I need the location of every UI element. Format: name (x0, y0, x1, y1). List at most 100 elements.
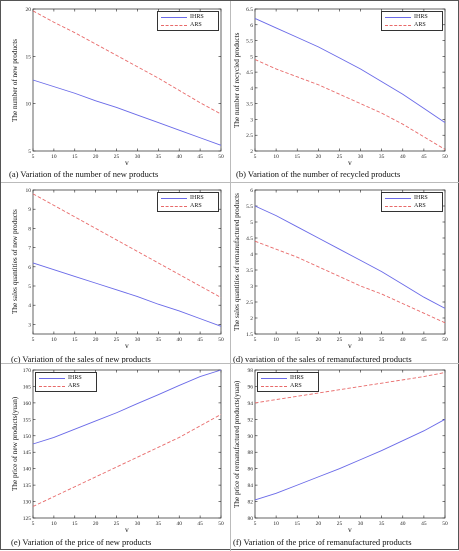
x-tick-label: 15 (72, 154, 78, 160)
x-tick-label: 10 (273, 154, 279, 160)
legend-entry: ARS (161, 202, 215, 210)
chart-caption: (b) Variation of the number of recycled … (236, 169, 401, 179)
panel-divider (230, 1, 231, 551)
x-tick-label: 5 (32, 521, 35, 527)
legend-entry-label: IHRS (68, 375, 82, 381)
y-tick-label: 90 (248, 434, 254, 440)
x-tick-label: 50 (218, 337, 224, 343)
legend-swatch (385, 24, 411, 26)
x-tick-label: 45 (197, 521, 203, 527)
x-axis-label: v (125, 525, 129, 534)
x-tick-label: 20 (93, 154, 99, 160)
y-tick-label: 4 (28, 303, 31, 309)
x-tick-label: 15 (294, 337, 300, 343)
y-tick-label: 4.5 (246, 70, 253, 76)
legend-entry-label: IHRS (190, 195, 204, 201)
y-tick-label: 1.5 (246, 332, 253, 338)
plot-frame (254, 189, 446, 335)
series-line-ars (254, 59, 446, 150)
plot-frame (254, 369, 446, 519)
x-axis-label: v (348, 341, 352, 350)
y-tick-label: 155 (23, 417, 32, 423)
y-axis-label: The price of remanufactured products(yua… (233, 380, 241, 508)
x-tick-label: 30 (358, 337, 364, 343)
series-line-ihrs (32, 79, 222, 146)
chart-caption: (f) Variation of the price of remanufact… (233, 537, 412, 547)
legend-entry-label: IHRS (414, 195, 428, 201)
y-tick-label: 96 (248, 384, 254, 390)
x-tick-label: 5 (32, 337, 35, 343)
y-tick-label: 8 (28, 226, 31, 232)
chart-caption: (a) Variation of the number of new produ… (9, 169, 159, 179)
legend-entry-label: ARS (414, 22, 426, 28)
x-tick-label: 15 (72, 337, 78, 343)
y-tick-label: 3 (250, 284, 253, 290)
legend-entry: IHRS (39, 374, 93, 382)
y-tick-label: 5 (28, 284, 31, 290)
x-tick-label: 50 (442, 154, 448, 160)
y-tick-label: 20 (26, 7, 32, 13)
x-tick-label: 25 (114, 521, 120, 527)
x-tick-label: 20 (316, 154, 322, 160)
chart-caption: (e) Variation of the price of new produc… (11, 537, 152, 547)
x-tick-label: 45 (421, 337, 427, 343)
x-tick-label: 35 (156, 337, 162, 343)
legend: IHRS ARS (381, 11, 443, 31)
legend-entry-label: IHRS (190, 14, 204, 20)
y-tick-label: 10 (26, 188, 32, 194)
y-tick-label: 2.5 (246, 133, 253, 139)
legend: IHRS ARS (157, 11, 219, 31)
x-tick-label: 40 (176, 337, 182, 343)
legend-entry: IHRS (161, 194, 215, 202)
y-tick-label: 6.5 (246, 7, 253, 13)
x-tick-label: 25 (337, 154, 343, 160)
x-tick-label: 40 (400, 337, 406, 343)
x-tick-label: 50 (218, 154, 224, 160)
legend-entry: IHRS (385, 194, 439, 202)
x-tick-label: 20 (93, 521, 99, 527)
legend-entry: ARS (385, 202, 439, 210)
x-tick-label: 15 (294, 154, 300, 160)
x-tick-label: 20 (316, 521, 322, 527)
legend-swatch (385, 205, 411, 207)
x-axis-label: v (125, 341, 129, 350)
legend-swatch (39, 385, 65, 387)
x-tick-label: 10 (51, 154, 57, 160)
legend-swatch (385, 197, 411, 199)
y-tick-label: 15 (26, 54, 32, 60)
y-tick-label: 3 (250, 117, 253, 123)
y-tick-label: 130 (23, 500, 32, 506)
y-tick-label: 5.5 (246, 204, 253, 210)
series-line-ars (254, 240, 446, 324)
legend-swatch (261, 377, 287, 379)
x-tick-label: 5 (254, 154, 257, 160)
legend-entry: IHRS (161, 13, 215, 21)
x-tick-label: 40 (176, 521, 182, 527)
y-tick-label: 88 (248, 450, 254, 456)
legend-entry-label: IHRS (414, 14, 428, 20)
legend-entry-label: ARS (190, 22, 202, 28)
x-tick-label: 45 (197, 337, 203, 343)
x-tick-label: 50 (442, 521, 448, 527)
y-tick-label: 7 (28, 246, 31, 252)
legend-entry: IHRS (385, 13, 439, 21)
x-axis-label: v (348, 158, 352, 167)
legend: IHRS ARS (35, 372, 97, 392)
x-tick-label: 40 (400, 521, 406, 527)
x-tick-label: 45 (197, 154, 203, 160)
plot-frame (32, 8, 222, 152)
y-tick-label: 160 (23, 401, 32, 407)
y-tick-label: 2 (250, 316, 253, 322)
legend-swatch (161, 197, 187, 199)
series-line-ihrs (32, 262, 222, 327)
legend-entry-label: ARS (68, 383, 80, 389)
y-tick-label: 150 (23, 434, 32, 440)
y-tick-label: 170 (23, 368, 32, 374)
x-tick-label: 25 (337, 337, 343, 343)
x-tick-label: 35 (379, 154, 385, 160)
x-tick-label: 50 (442, 337, 448, 343)
series-line-ars (32, 10, 222, 115)
